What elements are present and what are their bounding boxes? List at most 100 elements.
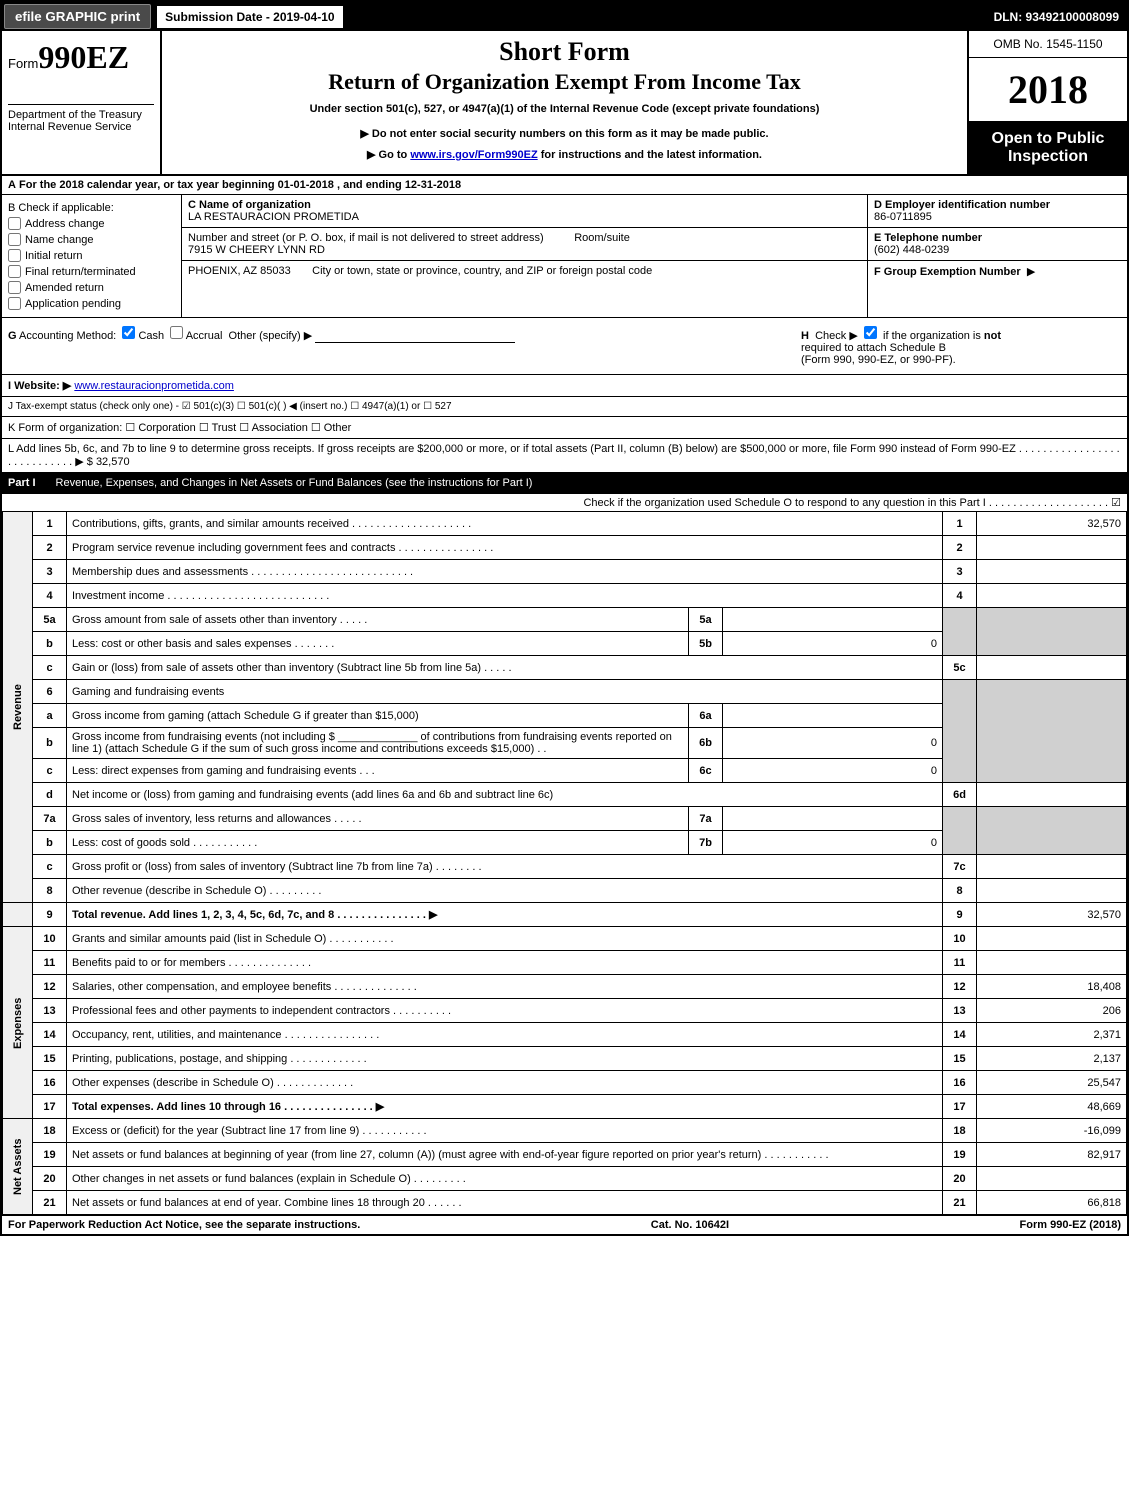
line2-box: 2 xyxy=(943,536,977,560)
cash-label: Cash xyxy=(138,330,164,342)
line20-box: 20 xyxy=(943,1167,977,1191)
line6c-ib: 6c xyxy=(689,759,723,783)
part-i-check: Check if the organization used Schedule … xyxy=(2,494,1127,511)
line16-desc: Other expenses (describe in Schedule O) … xyxy=(67,1071,943,1095)
cb-accrual[interactable] xyxy=(170,326,183,339)
form-number-block: Form990EZ xyxy=(8,39,154,76)
cb-schedule-b-not-required[interactable] xyxy=(864,326,877,339)
other-specify-input[interactable] xyxy=(315,327,515,343)
line12-val: 18,408 xyxy=(977,975,1127,999)
j-text: (check only one) - ☑ 501(c)(3) ☐ 501(c)(… xyxy=(100,401,452,412)
line11-val xyxy=(977,951,1127,975)
line8-val xyxy=(977,879,1127,903)
row-i-website: I Website: ▶ www.restauracionprometida.c… xyxy=(2,375,1127,397)
line12-num: 12 xyxy=(33,975,67,999)
form-instructions-link-row: ▶ Go to www.irs.gov/Form990EZ for instru… xyxy=(172,148,957,161)
header-left: Form990EZ Department of the Treasury Int… xyxy=(2,31,162,174)
line3-num: 3 xyxy=(33,560,67,584)
line19-num: 19 xyxy=(33,1143,67,1167)
line15-desc: Printing, publications, postage, and shi… xyxy=(67,1047,943,1071)
row-a-pre: For the 2018 calendar year, or tax year … xyxy=(19,179,278,191)
website-link[interactable]: www.restauracionprometida.com xyxy=(74,380,234,392)
label-j: J Tax-exempt status xyxy=(8,401,97,412)
cb-address-change[interactable] xyxy=(8,217,21,230)
dept-line2: Internal Revenue Service xyxy=(8,121,154,133)
irs-link[interactable]: www.irs.gov/Form990EZ xyxy=(410,149,537,161)
cell-d-ein: D Employer identification number 86-0711… xyxy=(868,195,1127,228)
line7b-num: b xyxy=(33,831,67,855)
row-a-end: 12-31-2018 xyxy=(405,179,461,191)
label-h: H xyxy=(801,330,809,342)
cb-final-return[interactable] xyxy=(8,265,21,278)
line4-num: 4 xyxy=(33,584,67,608)
footer-spacer xyxy=(360,1219,650,1231)
line2-num: 2 xyxy=(33,536,67,560)
line21-box: 21 xyxy=(943,1191,977,1215)
cb-cash[interactable] xyxy=(122,326,135,339)
line17-desc: Total expenses. Add lines 10 through 16 … xyxy=(67,1095,943,1119)
efile-print-button[interactable]: efile GRAPHIC print xyxy=(4,4,151,29)
row-a-mid: , and ending xyxy=(337,179,405,191)
h-text4: (Form 990, 990-EZ, or 990-PF). xyxy=(801,354,956,366)
gray-7ab xyxy=(943,807,977,855)
header-middle: Short Form Return of Organization Exempt… xyxy=(162,31,967,174)
line7b-iv: 0 xyxy=(723,831,943,855)
cb-initial-return[interactable] xyxy=(8,249,21,262)
footer-left: For Paperwork Reduction Act Notice, see … xyxy=(8,1219,360,1231)
line7a-iv xyxy=(723,807,943,831)
line10-desc: Grants and similar amounts paid (list in… xyxy=(67,927,943,951)
line6b-iv: 0 xyxy=(723,728,943,759)
h-text2: if the organization is xyxy=(883,330,984,342)
gray-5ab-val xyxy=(977,608,1127,656)
line6c-iv: 0 xyxy=(723,759,943,783)
cell-org-name: C Name of organization LA RESTAURACION P… xyxy=(182,195,867,228)
k-text: Form of organization: ☐ Corporation ☐ Tr… xyxy=(18,422,351,434)
line6a-num: a xyxy=(33,704,67,728)
cb-application-pending-label: Application pending xyxy=(25,298,121,310)
part-i-header: Part I Revenue, Expenses, and Changes in… xyxy=(2,473,1127,494)
label-k: K xyxy=(8,422,15,434)
line5c-box: 5c xyxy=(943,656,977,680)
line9-val: 32,570 xyxy=(977,903,1127,927)
accounting-method-label: Accounting Method: xyxy=(19,330,116,342)
other-label: Other (specify) ▶ xyxy=(229,330,313,342)
cb-amended-return[interactable] xyxy=(8,281,21,294)
part-i-title: Revenue, Expenses, and Changes in Net As… xyxy=(56,477,533,489)
line15-box: 15 xyxy=(943,1047,977,1071)
form-title: Return of Organization Exempt From Incom… xyxy=(172,69,957,95)
cell-city: PHOENIX, AZ 85033 City or town, state or… xyxy=(182,261,867,281)
line5c-desc: Gain or (loss) from sale of assets other… xyxy=(67,656,943,680)
label-b-title: B Check if applicable: xyxy=(8,202,175,214)
line6d-box: 6d xyxy=(943,783,977,807)
line13-box: 13 xyxy=(943,999,977,1023)
line1-box: 1 xyxy=(943,512,977,536)
line6d-desc: Net income or (loss) from gaming and fun… xyxy=(67,783,943,807)
line11-box: 11 xyxy=(943,951,977,975)
line18-num: 18 xyxy=(33,1119,67,1143)
form-footer: For Paperwork Reduction Act Notice, see … xyxy=(2,1215,1127,1234)
c-label: C Name of organization xyxy=(188,199,311,211)
column-c-org: C Name of organization LA RESTAURACION P… xyxy=(182,195,867,317)
cb-application-pending[interactable] xyxy=(8,297,21,310)
line6a-iv xyxy=(723,704,943,728)
line19-desc: Net assets or fund balances at beginning… xyxy=(67,1143,943,1167)
line4-val xyxy=(977,584,1127,608)
line3-val xyxy=(977,560,1127,584)
line15-val: 2,137 xyxy=(977,1047,1127,1071)
line6d-num: d xyxy=(33,783,67,807)
inspection-block: Open to Public Inspection xyxy=(969,122,1127,174)
line14-desc: Occupancy, rent, utilities, and maintena… xyxy=(67,1023,943,1047)
line19-val: 82,917 xyxy=(977,1143,1127,1167)
line13-num: 13 xyxy=(33,999,67,1023)
cb-name-change[interactable] xyxy=(8,233,21,246)
line8-num: 8 xyxy=(33,879,67,903)
line9-num: 9 xyxy=(33,903,67,927)
line7a-desc: Gross sales of inventory, less returns a… xyxy=(67,807,689,831)
cell-e-phone: E Telephone number (602) 448-0239 xyxy=(868,228,1127,261)
line13-val: 206 xyxy=(977,999,1127,1023)
h-text3: required to attach Schedule B xyxy=(801,342,946,354)
revenue-side-label: Revenue xyxy=(3,512,33,903)
l-amount: 32,570 xyxy=(96,456,130,468)
form-container: efile GRAPHIC print Submission Date - 20… xyxy=(0,0,1129,1236)
line5c-val xyxy=(977,656,1127,680)
